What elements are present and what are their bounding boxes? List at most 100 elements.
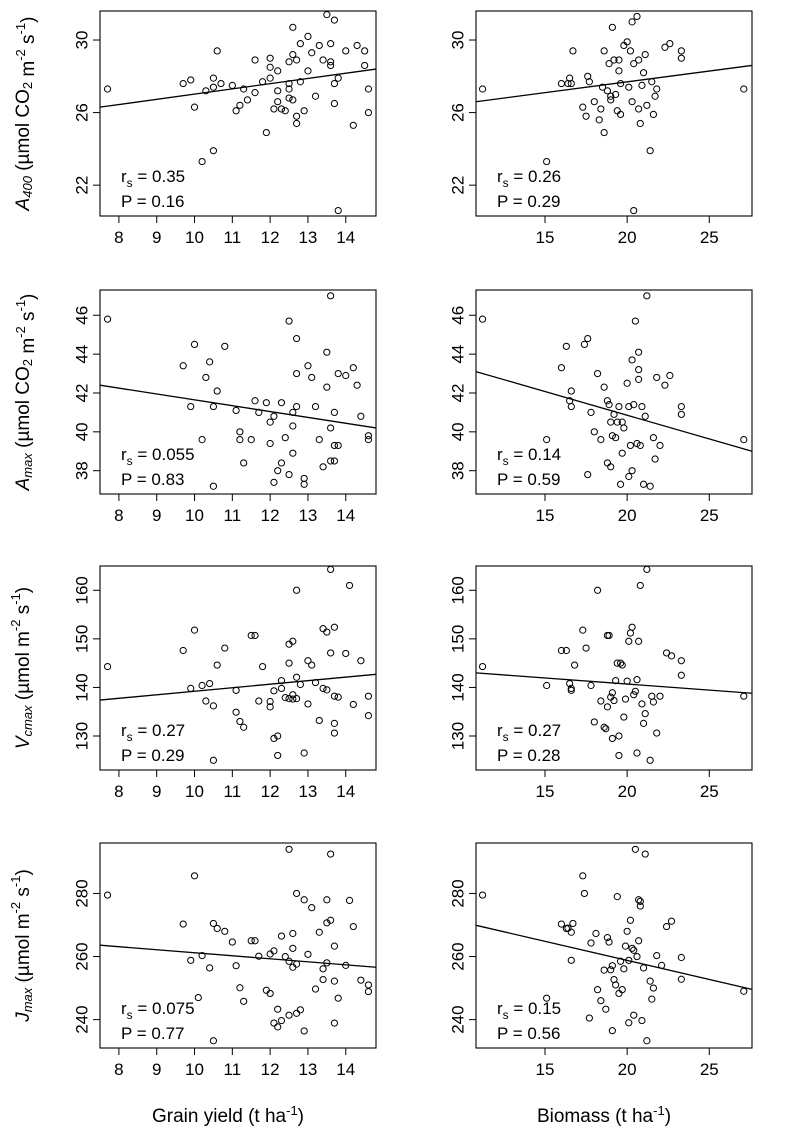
data-point	[478, 315, 487, 323]
data-point	[330, 1019, 339, 1027]
data-point	[631, 845, 639, 853]
data-point	[300, 749, 308, 757]
data-point	[602, 725, 610, 733]
data-point	[562, 646, 570, 655]
scatter-panel-1: 8 9 10 11 12 13 14 22 26 30 rs = 0.35 P = 0.16	[72, 10, 377, 247]
regression-line	[99, 944, 377, 968]
data-point	[605, 401, 613, 409]
scatter-panel-7: 8 9 10 11 12 13 14 240 260 280 rs = 0.075 P = 0.77	[72, 842, 377, 1079]
data-point	[262, 399, 270, 407]
data-point	[277, 105, 286, 113]
data-point	[270, 947, 278, 955]
x-tick-label: 10	[185, 506, 204, 525]
data-point	[293, 889, 301, 898]
data-point	[607, 966, 615, 974]
data-point	[103, 315, 112, 323]
data-point	[240, 459, 248, 467]
data-point	[187, 956, 195, 964]
data-point	[266, 63, 274, 71]
data-point	[277, 677, 286, 685]
data-point	[623, 677, 631, 685]
data-point	[646, 977, 654, 985]
plot-frame	[99, 565, 377, 771]
data-point	[274, 1005, 282, 1013]
data-point	[289, 695, 297, 703]
x-tick-label: 12	[261, 228, 280, 247]
data-point	[653, 729, 661, 737]
x-tick-label: 20	[618, 506, 637, 525]
data-point	[330, 942, 339, 950]
data-point	[597, 105, 605, 113]
data-point	[579, 872, 587, 880]
data-point	[616, 659, 625, 667]
data-point	[635, 375, 643, 383]
data-point	[266, 697, 274, 706]
data-point	[605, 60, 613, 68]
data-point	[289, 944, 297, 952]
data-point	[103, 891, 112, 899]
data-point	[330, 79, 339, 88]
x-tick-label: 20	[618, 782, 637, 801]
data-point	[198, 436, 206, 444]
data-point	[357, 976, 365, 984]
data-point	[584, 334, 592, 343]
data-point	[587, 408, 595, 416]
data-point	[677, 671, 685, 679]
y-tick-label: 42	[448, 384, 467, 403]
data-point	[628, 98, 636, 106]
data-point	[190, 103, 199, 111]
data-point	[334, 994, 342, 1002]
data-point	[330, 719, 339, 727]
data-point	[190, 340, 199, 348]
data-point	[543, 157, 551, 166]
plot-frame	[99, 10, 377, 217]
data-point	[277, 1016, 286, 1025]
data-point	[270, 1019, 278, 1027]
data-point	[255, 408, 263, 416]
data-point	[567, 684, 575, 693]
data-point	[228, 81, 236, 89]
y-tick-label: 22	[72, 176, 91, 195]
data-point	[342, 649, 350, 658]
data-point	[103, 85, 112, 93]
data-point	[285, 470, 293, 479]
data-point	[243, 96, 252, 104]
x-tick-label: 20	[618, 1060, 637, 1079]
data-point	[258, 662, 267, 671]
scatter-panel-3: 8 9 10 11 12 13 14 38 40 42 44 46 rs = 0.055 P = 0.83	[72, 289, 377, 525]
y-tick-label: 260	[448, 942, 467, 970]
data-point	[658, 961, 666, 969]
data-point	[300, 896, 308, 904]
data-point	[194, 993, 202, 1002]
data-point	[330, 457, 339, 465]
y-tick-label: 42	[72, 384, 91, 403]
y-tick-label: 30	[448, 31, 467, 50]
data-point	[327, 916, 335, 924]
y-tick-label: 280	[448, 879, 467, 907]
data-point	[236, 984, 244, 992]
data-point	[247, 937, 255, 945]
data-point	[293, 402, 301, 411]
data-point	[677, 657, 685, 665]
data-point	[593, 369, 602, 378]
data-point	[198, 157, 206, 166]
data-point	[296, 680, 304, 689]
data-point	[612, 434, 620, 442]
data-point	[569, 47, 577, 55]
data-point	[353, 41, 361, 50]
data-point	[209, 74, 218, 82]
data-point	[543, 681, 551, 690]
data-point	[266, 703, 274, 711]
data-point	[630, 1011, 638, 1019]
data-point	[277, 932, 286, 940]
data-point	[285, 659, 293, 667]
data-point	[600, 966, 608, 974]
data-point	[631, 317, 639, 325]
data-point	[643, 1037, 651, 1045]
data-point	[361, 61, 369, 70]
data-point	[274, 67, 282, 75]
data-point	[608, 689, 616, 697]
data-point	[198, 951, 206, 960]
y-tick-label: 130	[72, 722, 91, 750]
spearman-r-label: rs = 0.055	[121, 445, 195, 468]
